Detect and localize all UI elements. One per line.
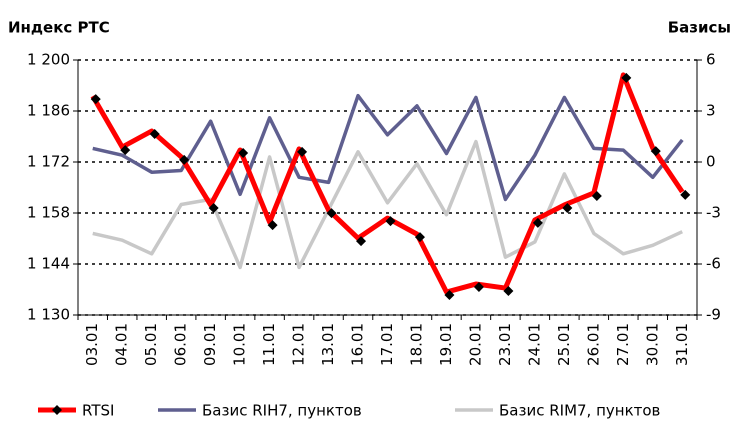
x-tick-label: 27.01 [614,323,632,366]
y-tick-label: 1 186 [27,102,70,120]
x-tick-label: 03.01 [83,323,101,366]
y2-tick-label: -3 [706,204,721,222]
legend-label: Базис RIM7, пунктов [499,402,660,420]
x-tick-label: 06.01 [172,323,190,366]
point-marker [503,286,514,297]
point-marker [532,217,543,228]
x-tick-label: 26.01 [584,323,602,366]
series-line [92,139,683,270]
y2-axis-title: Базисы [668,19,731,37]
x-tick-label: 10.01 [231,323,249,366]
y2-tick-label: 0 [706,153,716,171]
point-marker [591,190,602,201]
y-tick-label: 1 144 [27,255,70,273]
x-tick-label: 20.01 [466,323,484,366]
y2-tick-label: -9 [706,306,721,324]
point-marker [562,202,573,213]
point-marker [149,129,160,140]
y-tick-label: 1 158 [27,204,70,222]
series-line [90,72,685,295]
point-marker [326,208,337,219]
y-tick-label: 1 172 [27,153,70,171]
x-tick-label: 16.01 [349,323,367,366]
x-tick-label: 12.01 [290,323,308,366]
x-tick-label: 18.01 [407,323,425,366]
point-marker [414,232,425,243]
point-marker [120,145,131,156]
y-axis-title: Индекс РТС [8,19,110,37]
y2-tick-label: -6 [706,255,721,273]
legend-marker [52,405,62,415]
x-tick-label: 13.01 [319,323,337,366]
series-line [92,93,684,202]
point-marker [297,146,308,157]
legend-label: Базис RIH7, пунктов [202,402,362,420]
x-tick-label: 11.01 [260,323,278,366]
x-tick-label: 17.01 [378,323,396,366]
x-tick-label: 04.01 [113,323,131,366]
point-marker [444,290,455,301]
y-tick-label: 1 130 [27,306,70,324]
point-marker [238,147,249,158]
y-tick-label: 1 200 [27,51,70,69]
legend-label: RTSI [82,402,114,420]
point-marker [385,216,396,227]
point-marker [356,236,367,247]
point-marker [208,202,219,213]
x-tick-label: 30.01 [643,323,661,366]
x-tick-label: 24.01 [525,323,543,366]
y2-tick-label: 6 [706,51,716,69]
point-marker [680,189,691,200]
x-tick-label: 25.01 [555,323,573,366]
point-marker [179,154,190,165]
x-tick-label: 23.01 [496,323,514,366]
point-marker [621,72,632,83]
point-marker [267,220,278,231]
x-tick-label: 09.01 [201,323,219,366]
point-marker [473,282,484,293]
x-tick-label: 05.01 [142,323,160,366]
x-tick-label: 31.01 [673,323,691,366]
x-tick-label: 19.01 [437,323,455,366]
point-marker [650,146,661,157]
y2-tick-label: 3 [706,102,716,120]
point-marker [90,94,101,105]
